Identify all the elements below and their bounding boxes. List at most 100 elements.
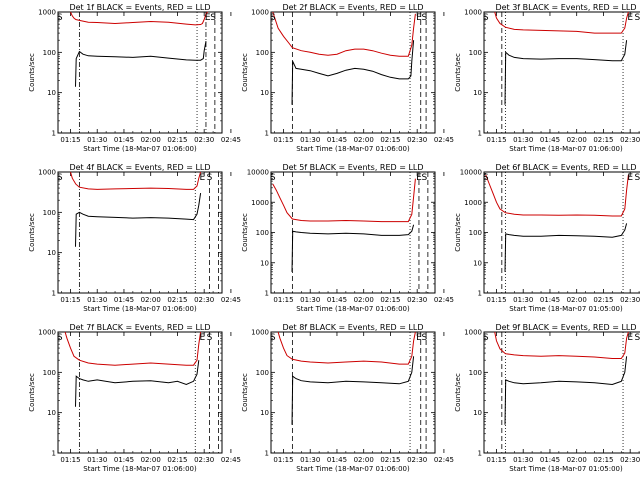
lld-series-line [494, 11, 629, 34]
interval-marker-label: S [421, 13, 427, 23]
y-tick-label: 100 [43, 49, 56, 57]
chart-title: Det 7f BLACK = Events, RED = LLD [69, 323, 210, 332]
y-tick-label: 1000 [251, 329, 269, 337]
interval-marker-label: S [57, 333, 63, 343]
lld-series-line [272, 11, 416, 57]
x-tick-label: 01:45 [327, 296, 347, 304]
y-tick-label: 100 [469, 369, 482, 377]
y-tick-label: 100 [256, 369, 269, 377]
x-tick-label: 01:45 [540, 136, 560, 144]
lld-series-line [64, 331, 202, 366]
y-tick-label: 100 [469, 229, 482, 237]
x-axis-label: Start Time (18-Mar-07 01:06:00) [83, 145, 197, 153]
plot-frame [270, 331, 436, 454]
y-axis-label: Counts/sec [454, 373, 462, 412]
x-tick-label: 01:15 [60, 296, 80, 304]
x-tick-label: 01:15 [486, 136, 506, 144]
y-tick-label: 100 [256, 229, 269, 237]
x-tick-label: 02:00 [141, 136, 161, 144]
plot-frame [270, 11, 436, 134]
interval-marker-label: S [210, 13, 216, 23]
x-tick-label: 02:45 [434, 136, 454, 144]
interval-marker-label: E [627, 13, 633, 23]
x-tick-label: 02:30 [407, 136, 427, 144]
x-tick-label: 01:45 [114, 296, 134, 304]
interval-marker-label: S [483, 333, 489, 343]
x-tick-label: 01:30 [87, 296, 107, 304]
x-tick-label: 01:15 [273, 456, 293, 464]
y-tick-label: 1000 [38, 169, 56, 177]
y-axis-label: Counts/sec [241, 213, 249, 252]
x-tick-label: 01:45 [114, 456, 134, 464]
x-tick-label: 01:30 [300, 456, 320, 464]
y-tick-label: 1000 [38, 9, 56, 17]
interval-marker-label: S [634, 13, 640, 23]
x-tick-label: 02:00 [354, 456, 374, 464]
y-axis-label: Counts/sec [454, 213, 462, 252]
x-tick-label: 02:45 [221, 296, 241, 304]
y-axis-label: Counts/sec [28, 373, 36, 412]
x-tick-label: 02:45 [221, 136, 241, 144]
y-axis-label: Counts/sec [241, 373, 249, 412]
chart-title: Det 1f BLACK = Events, RED = LLD [69, 3, 210, 12]
chart-panel-8: Det 8f BLACK = Events, RED = LLD 1 10 100 10… [241, 323, 454, 473]
x-axis-label: Start Time (18-Mar-07 01:06:00) [296, 465, 410, 473]
x-axis-label: Start Time (18-Mar-07 01:06:00) [83, 465, 197, 473]
y-tick-label: 10 [47, 249, 56, 257]
x-tick-label: 02:30 [194, 456, 214, 464]
x-tick-label: 02:00 [354, 136, 374, 144]
chart-panel-9: Det 9f BLACK = Events, RED = LLD 1 10 100 10… [454, 323, 640, 473]
x-tick-label: 01:45 [540, 296, 560, 304]
plot-frame [483, 171, 640, 294]
x-tick-label: 02:15 [593, 136, 613, 144]
x-tick-label: 02:00 [141, 456, 161, 464]
chart-panel-7: Det 7f BLACK = Events, RED = LLD 1 10 100 10… [28, 323, 241, 473]
chart-title: Det 4f BLACK = Events, RED = LLD [69, 163, 210, 172]
x-tick-label: 02:00 [354, 296, 374, 304]
x-tick-label: 01:30 [513, 456, 533, 464]
chart-title: Det 5f BLACK = Events, RED = LLD [282, 163, 423, 172]
y-tick-label: 1 [265, 290, 269, 298]
chart-panel-6: Det 6f BLACK = Events, RED = LLD 1 10 100 10… [454, 163, 640, 313]
x-tick-label: 02:45 [434, 296, 454, 304]
x-tick-label: 01:15 [486, 296, 506, 304]
interval-marker-label: S [207, 173, 213, 183]
y-tick-label: 1000 [38, 329, 56, 337]
x-tick-label: 01:30 [513, 136, 533, 144]
x-tick-label: 01:15 [273, 136, 293, 144]
y-tick-label: 1 [478, 290, 482, 298]
events-series-line [291, 356, 415, 425]
interval-marker-label: S [421, 173, 427, 183]
y-tick-label: 1 [265, 450, 269, 458]
interval-marker-label: E [416, 173, 422, 183]
y-tick-label: 10 [47, 89, 56, 97]
events-series-line [75, 193, 202, 247]
events-series-line [75, 360, 200, 407]
y-tick-label: 1 [265, 130, 269, 138]
x-tick-label: 02:15 [167, 296, 187, 304]
interval-marker-label: S [270, 13, 276, 23]
x-tick-label: 02:00 [567, 456, 587, 464]
lld-series-line [485, 174, 629, 217]
interval-marker-label: S [270, 173, 276, 183]
chart-panel-4: Det 4f BLACK = Events, RED = LLD 1 10 100 10… [28, 163, 241, 313]
interval-marker-label: S [634, 333, 640, 343]
y-tick-label: 10 [473, 89, 482, 97]
x-tick-label: 01:15 [486, 456, 506, 464]
y-axis-label: Counts/sec [454, 53, 462, 92]
interval-marker-label: S [57, 173, 63, 183]
plot-frame [57, 171, 223, 294]
y-tick-label: 100 [256, 49, 269, 57]
y-tick-label: 10 [260, 409, 269, 417]
lld-series-line [494, 331, 629, 359]
lld-series-line [277, 331, 416, 365]
x-tick-label: 02:30 [620, 456, 640, 464]
y-tick-label: 10 [260, 89, 269, 97]
x-tick-label: 02:15 [593, 296, 613, 304]
plot-frame [483, 11, 640, 134]
y-axis-label: Counts/sec [28, 213, 36, 252]
x-axis-label: Start Time (18-Mar-07 01:06:00) [296, 145, 410, 153]
y-tick-label: 100 [469, 49, 482, 57]
x-tick-label: 02:00 [567, 296, 587, 304]
x-tick-label: 02:15 [380, 136, 400, 144]
